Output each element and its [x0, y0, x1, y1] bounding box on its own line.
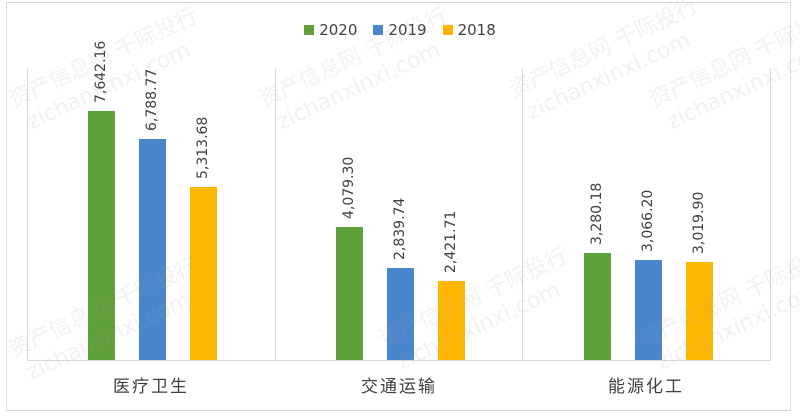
- legend-item-2019: 2019: [373, 21, 427, 39]
- bar-2018: [189, 187, 217, 360]
- data-label: 6,788.77: [144, 68, 160, 131]
- legend: 2020 2019 2018: [0, 20, 800, 40]
- data-label: 3,066.20: [640, 189, 656, 253]
- legend-swatch-2020: [304, 25, 315, 35]
- category-label-transport: 交通运输: [361, 377, 437, 397]
- plot-area: 7,642.16 6,788.77 5,313.68 4,079.30 2,839.74…: [27, 41, 771, 361]
- legend-label-2020: 2020: [319, 21, 358, 39]
- bar-2020: [335, 227, 363, 360]
- bar-2018: [437, 281, 465, 360]
- bar-2020: [87, 111, 115, 360]
- data-label: 7,642.16: [93, 40, 109, 104]
- bar-2019: [138, 139, 166, 360]
- category-label-energy: 能源化工: [608, 377, 684, 397]
- legend-label-2019: 2019: [388, 21, 427, 39]
- bar-2019: [634, 260, 662, 360]
- bar-2019: [386, 267, 414, 360]
- category-separator: [275, 68, 276, 360]
- legend-swatch-2019: [373, 25, 384, 35]
- category-separator: [522, 68, 523, 360]
- legend-item-2020: 2020: [304, 21, 357, 39]
- data-label: 2,421.71: [443, 210, 459, 274]
- legend-swatch-2018: [442, 25, 453, 35]
- legend-item-2018: 2018: [442, 21, 496, 39]
- data-label: 5,313.68: [195, 116, 211, 180]
- data-label: 3,280.18: [589, 182, 605, 246]
- data-label: 4,079.30: [341, 156, 357, 220]
- data-label: 2,839.74: [392, 197, 408, 260]
- legend-label-2018: 2018: [457, 21, 496, 39]
- bar-2020: [583, 253, 611, 360]
- data-label: 3,019.90: [691, 191, 707, 254]
- category-label-medical: 医疗卫生: [113, 377, 189, 397]
- bar-2018: [685, 261, 713, 360]
